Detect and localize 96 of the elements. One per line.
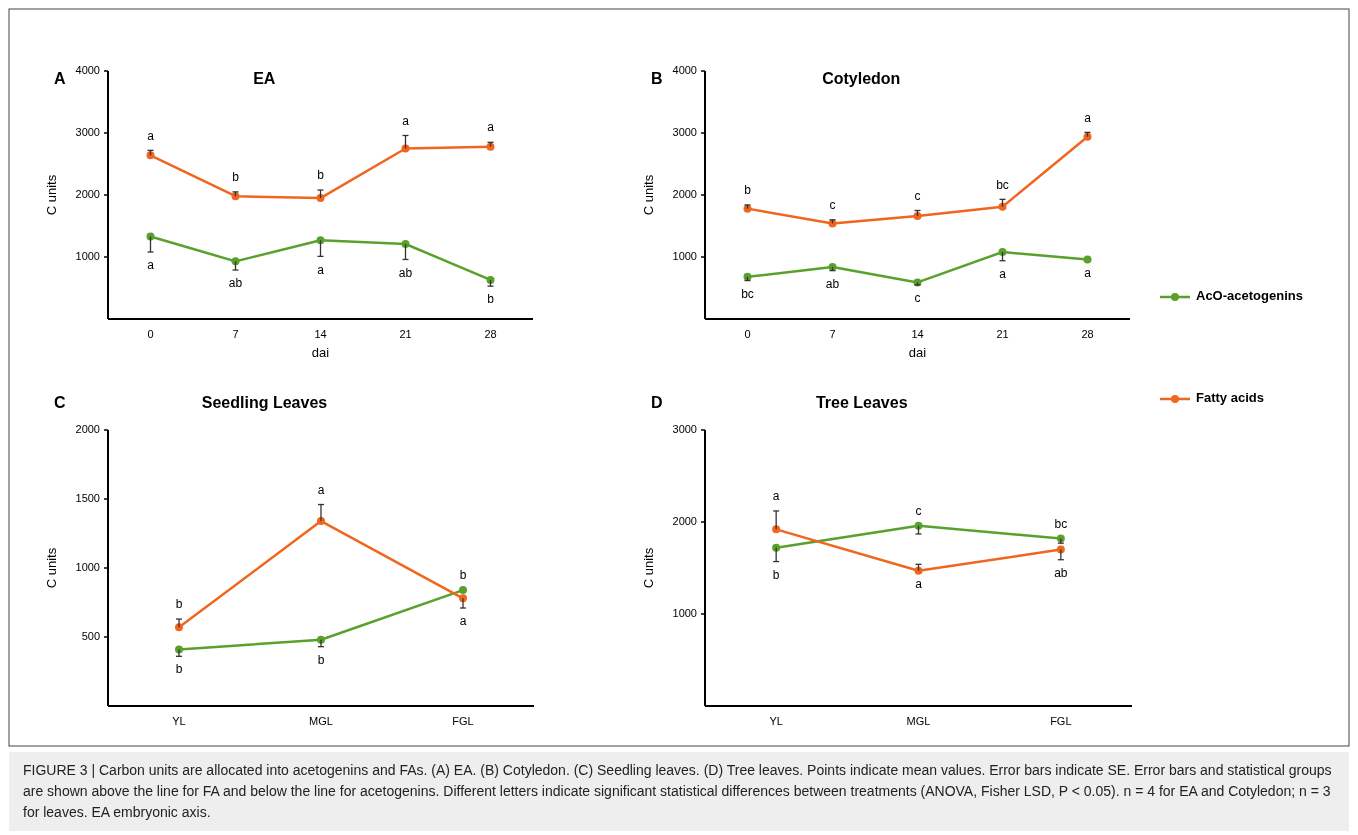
- chart-title: Tree Leaves: [815, 394, 908, 412]
- x-tick-label: MGL: [906, 714, 931, 727]
- x-tick-label: 7: [232, 327, 239, 340]
- x-tick-label: FGL: [1050, 714, 1072, 727]
- annotation: bc: [996, 177, 1009, 192]
- point: [459, 586, 467, 595]
- y-tick-label: 2000: [672, 187, 697, 200]
- x-tick-label: 14: [911, 327, 924, 340]
- x-tick-label: 0: [147, 327, 154, 340]
- annotation: b: [317, 168, 325, 183]
- annotation: ab: [398, 265, 413, 280]
- y-tick-label: 1000: [75, 249, 100, 262]
- point: [1083, 255, 1092, 264]
- x-axis-title: dai: [311, 345, 330, 361]
- point: [913, 212, 922, 221]
- y-axis-title: C units: [641, 547, 657, 589]
- y-axis-title: C units: [44, 174, 60, 216]
- annotation: a: [487, 120, 495, 135]
- point: [316, 236, 325, 245]
- annotation: a: [915, 576, 923, 591]
- annotation: ab: [1054, 565, 1068, 580]
- annotation: a: [317, 482, 325, 497]
- annotation: a: [999, 266, 1007, 281]
- y-tick-label: 1000: [672, 249, 697, 262]
- annotation: c: [829, 197, 836, 212]
- y-tick-label: 3000: [672, 422, 697, 435]
- y-axis-title: C units: [44, 547, 60, 589]
- y-tick-label: 500: [81, 629, 100, 642]
- y-tick-label: 2000: [75, 187, 100, 200]
- annotation: ab: [825, 276, 840, 291]
- annotation: a: [772, 489, 780, 504]
- point: [401, 239, 410, 248]
- y-tick-label: 1500: [75, 491, 100, 504]
- annotation: b: [487, 292, 495, 307]
- y-tick-label: 1000: [75, 560, 100, 573]
- x-tick-label: 14: [314, 327, 327, 340]
- annotation: b: [175, 662, 183, 677]
- y-tick-label: 4000: [75, 63, 100, 76]
- point: [146, 151, 155, 160]
- x-axis-title: dai: [908, 345, 927, 361]
- point: [998, 248, 1007, 257]
- point: [772, 543, 781, 552]
- x-tick-label: 21: [996, 327, 1009, 340]
- chart-title: Cotyledon: [822, 70, 901, 88]
- annotation: a: [1084, 265, 1092, 280]
- x-tick-label: 28: [484, 327, 497, 340]
- point: [146, 232, 155, 241]
- y-tick-label: 3000: [672, 125, 697, 138]
- annotation: bc: [1054, 516, 1068, 531]
- x-tick-label: YL: [769, 714, 783, 727]
- annotation: b: [459, 568, 467, 583]
- x-tick-label: 0: [744, 327, 751, 340]
- chart-title: Seedling Leaves: [201, 394, 328, 412]
- annotation: c: [914, 291, 921, 306]
- annotation: a: [459, 614, 467, 629]
- annotation: b: [744, 183, 752, 198]
- point: [772, 525, 781, 534]
- x-tick-label: 21: [399, 327, 412, 340]
- annotation: b: [232, 170, 240, 185]
- annotation: c: [914, 188, 921, 203]
- x-tick-label: 28: [1081, 327, 1094, 340]
- y-axis-title: C units: [641, 174, 657, 216]
- annotation: a: [147, 128, 155, 143]
- text: D: [651, 394, 663, 412]
- legend-label: AcO-acetogenins: [1196, 288, 1303, 304]
- point: [231, 257, 240, 266]
- annotation: a: [317, 262, 325, 277]
- annotation: bc: [741, 286, 754, 301]
- annotation: c: [915, 503, 922, 518]
- annotation: b: [772, 567, 780, 582]
- y-tick-label: 3000: [75, 125, 100, 138]
- x-tick-label: YL: [172, 714, 186, 727]
- text: C: [54, 394, 66, 412]
- annotation: b: [175, 597, 183, 612]
- y-tick-label: 4000: [672, 63, 697, 76]
- x-tick-label: MGL: [309, 714, 333, 727]
- y-tick-label: 2000: [75, 422, 100, 435]
- point: [914, 521, 923, 530]
- x-tick-label: 7: [829, 327, 836, 340]
- y-tick-label: 1000: [672, 606, 697, 619]
- point: [1056, 534, 1065, 543]
- text: A: [54, 70, 66, 88]
- point: [316, 194, 325, 203]
- point: [486, 275, 495, 284]
- point: [998, 202, 1007, 211]
- annotation: a: [402, 113, 410, 128]
- y-tick-label: 2000: [672, 514, 697, 527]
- chart-title: EA: [253, 70, 276, 88]
- caption: FIGURE 3 | Carbon units are allocated into acetogenins and FAs. (A) EA. (B) Cotyledon. (C) Seedling leaves. (D) Tree leaves. Points indicate mean values. Error bars indicate SE. Error bars and statistical groups are shown above the line for FA and below the line for acetogenins. Different letters indicate significant statistical differences between treatments (ANOVA, Fisher LSD, P < 0.05). n = 4 for EA and Cotyledon; n = 3 for leaves. EA embryonic axis.: [23, 761, 1333, 822]
- x-tick-label: FGL: [452, 714, 474, 727]
- text: B: [651, 70, 663, 88]
- annotation: a: [147, 258, 155, 273]
- annotation: b: [317, 652, 325, 667]
- legend-label: Fatty acids: [1196, 390, 1264, 406]
- annotation: ab: [228, 276, 243, 291]
- annotation: a: [1084, 110, 1092, 125]
